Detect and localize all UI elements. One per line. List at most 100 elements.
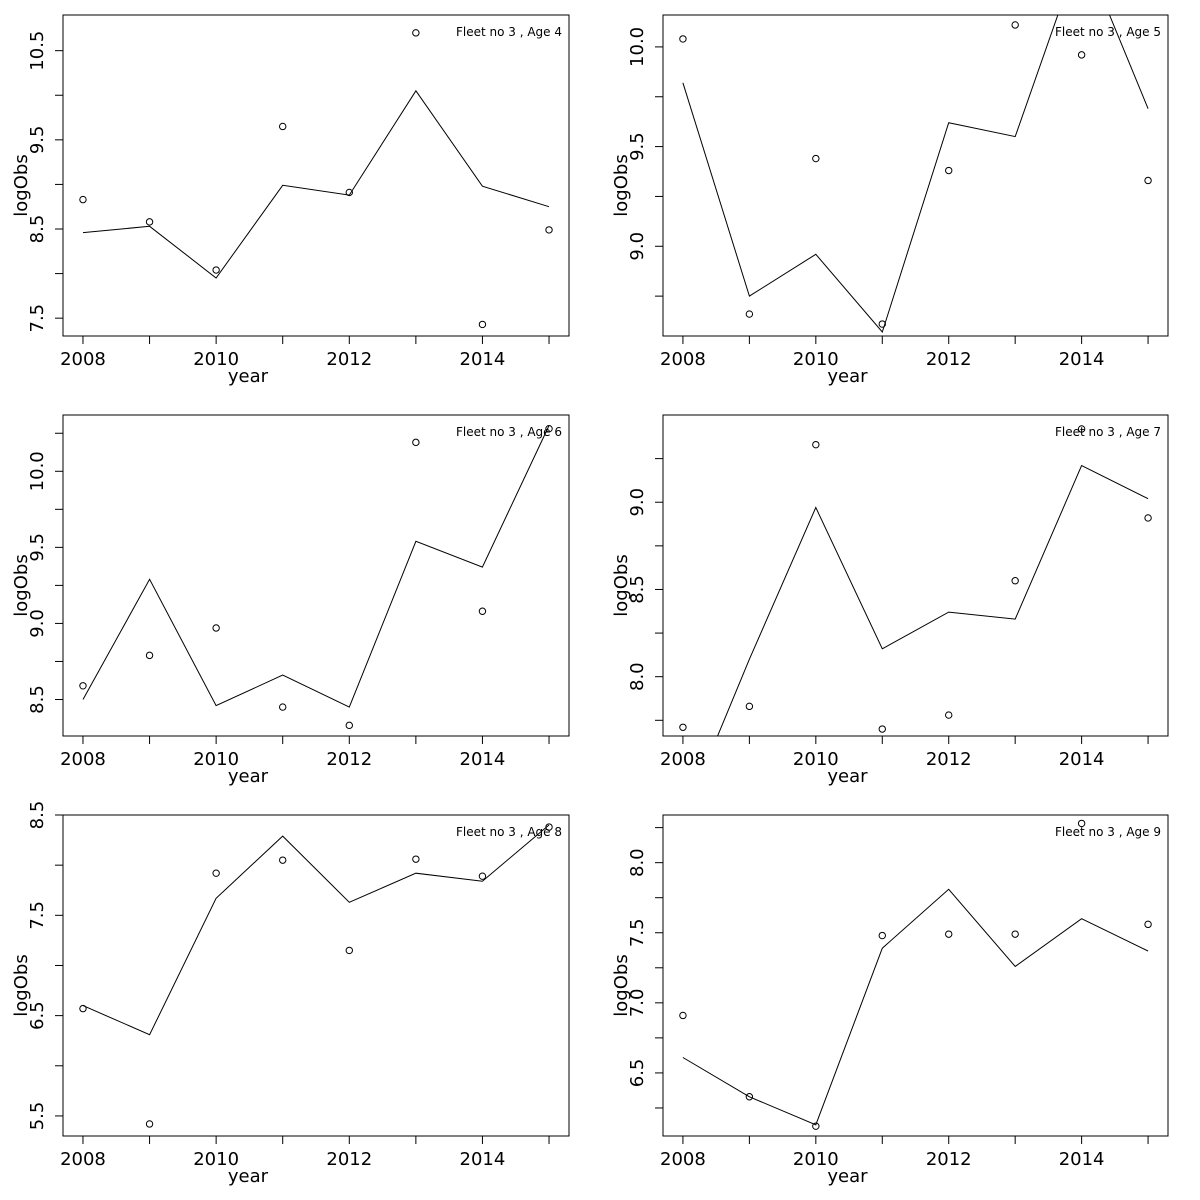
fitted-line — [82, 425, 550, 708]
x-tick-label: 2008 — [660, 749, 706, 770]
y-axis-title: logObs — [11, 554, 32, 616]
y-tick-label: 10.0 — [27, 451, 48, 491]
observed-point — [1144, 514, 1152, 522]
x-tick-label: 2014 — [460, 749, 506, 770]
y-tick-label: 8.5 — [27, 801, 48, 830]
data-layer — [679, 425, 1152, 736]
y-tick-label: 6.5 — [27, 1001, 48, 1030]
fitted-line — [82, 824, 550, 1036]
x-axis-title: year — [827, 366, 868, 387]
observed-point — [945, 711, 953, 719]
y-tick-label: 7.0 — [627, 989, 648, 1018]
observed-point — [1077, 51, 1086, 59]
fitted-line — [717, 464, 1149, 736]
y-tick-label: 8.5 — [27, 215, 48, 244]
observed-point — [1011, 577, 1019, 585]
observed-point — [878, 320, 886, 328]
x-tick-label: 2014 — [460, 349, 506, 370]
y-axis-title: logObs — [611, 154, 632, 216]
x-tick-label: 2012 — [926, 349, 972, 370]
x-tick-label: 2014 — [460, 1149, 506, 1170]
x-tick-label: 2012 — [326, 1149, 372, 1170]
y-tick-label: 10.0 — [627, 27, 648, 67]
observed-point — [745, 702, 754, 711]
observed-point — [279, 703, 287, 711]
chart-panel: 2008 2010 2012 2014 7.5 8.5 9.5 10.5 year logObs F… — [11, 14, 570, 387]
x-tick-label: 2010 — [193, 349, 239, 370]
observed-point — [145, 1120, 154, 1128]
x-tick-label: 2010 — [193, 749, 239, 770]
y-axis-title: logObs — [11, 154, 32, 216]
observed-point — [878, 725, 886, 733]
observed-point — [545, 424, 553, 433]
observed-point — [279, 122, 287, 131]
panel-title: Fleet no 3 , Age 7 — [1055, 425, 1161, 439]
y-tick-label: 8.5 — [627, 575, 648, 604]
y-tick-label: 7.5 — [27, 901, 48, 930]
observed-point — [212, 869, 220, 877]
x-tick-label: 2008 — [60, 749, 106, 770]
panel-title: Fleet no 3 , Age 4 — [456, 25, 562, 39]
x-tick-label: 2008 — [60, 1149, 106, 1170]
panel-title: Fleet no 3 , Age 6 — [456, 425, 562, 439]
observed-point — [79, 682, 87, 690]
plot-frame — [662, 14, 1169, 337]
y-tick-label: 5.5 — [27, 1102, 48, 1131]
chart-panel: 2008 2010 2012 2014 9.0 9.5 10.0 year logObs Flee… — [611, 14, 1169, 387]
y-tick-label: 10.5 — [27, 31, 48, 71]
observed-point — [812, 154, 820, 163]
y-tick-label: 9.5 — [27, 533, 48, 562]
plot-frame — [62, 14, 570, 337]
x-axis-title: year — [827, 766, 868, 787]
y-tick-label: 9.5 — [627, 132, 648, 161]
observed-point — [878, 931, 886, 940]
y-tick-label: 9.5 — [27, 126, 48, 155]
observed-point — [345, 188, 353, 197]
observed-point — [478, 872, 487, 880]
panel-title: Fleet no 3 , Age 8 — [456, 825, 562, 839]
y-axis-title: logObs — [611, 554, 632, 616]
observed-point — [1077, 425, 1086, 433]
y-axis-title: logObs — [11, 954, 32, 1016]
observed-point — [745, 1093, 754, 1101]
observed-point — [679, 1011, 687, 1020]
x-tick-label: 2010 — [793, 749, 839, 770]
data-layer — [679, 819, 1152, 1130]
observed-point — [812, 440, 820, 449]
y-tick-label: 9.0 — [627, 232, 648, 261]
x-tick-label: 2014 — [1059, 349, 1105, 370]
observed-point — [279, 856, 287, 864]
x-tick-label: 2010 — [793, 349, 839, 370]
x-tick-label: 2012 — [926, 749, 972, 770]
observed-point — [1144, 176, 1152, 185]
data-layer — [679, 15, 1152, 334]
observed-point — [212, 266, 220, 274]
observed-point — [478, 320, 487, 329]
observed-point — [812, 1122, 820, 1130]
y-tick-label: 7.5 — [627, 918, 648, 947]
x-tick-label: 2012 — [326, 749, 372, 770]
fitted-line — [82, 89, 550, 279]
plot-frame — [662, 414, 1169, 737]
observed-point — [1144, 920, 1152, 929]
observed-point — [345, 946, 353, 955]
observed-point — [478, 607, 487, 615]
x-tick-label: 2010 — [193, 1149, 239, 1170]
observed-point — [212, 624, 220, 632]
x-tick-label: 2012 — [926, 1149, 972, 1170]
x-tick-label: 2014 — [1059, 1149, 1105, 1170]
chart-panel: 2008 2010 2012 2014 5.5 6.5 7.5 8.5 year logObs Fl… — [11, 801, 570, 1187]
data-layer — [79, 424, 553, 730]
y-tick-label: 9.0 — [27, 609, 48, 638]
observed-point — [945, 930, 953, 938]
x-axis-title: year — [228, 766, 269, 787]
observed-point — [79, 195, 87, 204]
x-tick-label: 2008 — [60, 349, 106, 370]
data-layer — [79, 823, 553, 1128]
x-tick-label: 2008 — [660, 1149, 706, 1170]
observed-point — [79, 1004, 87, 1013]
fitted-line — [682, 15, 1149, 334]
plot-frame — [62, 814, 570, 1137]
observed-point — [679, 35, 687, 43]
